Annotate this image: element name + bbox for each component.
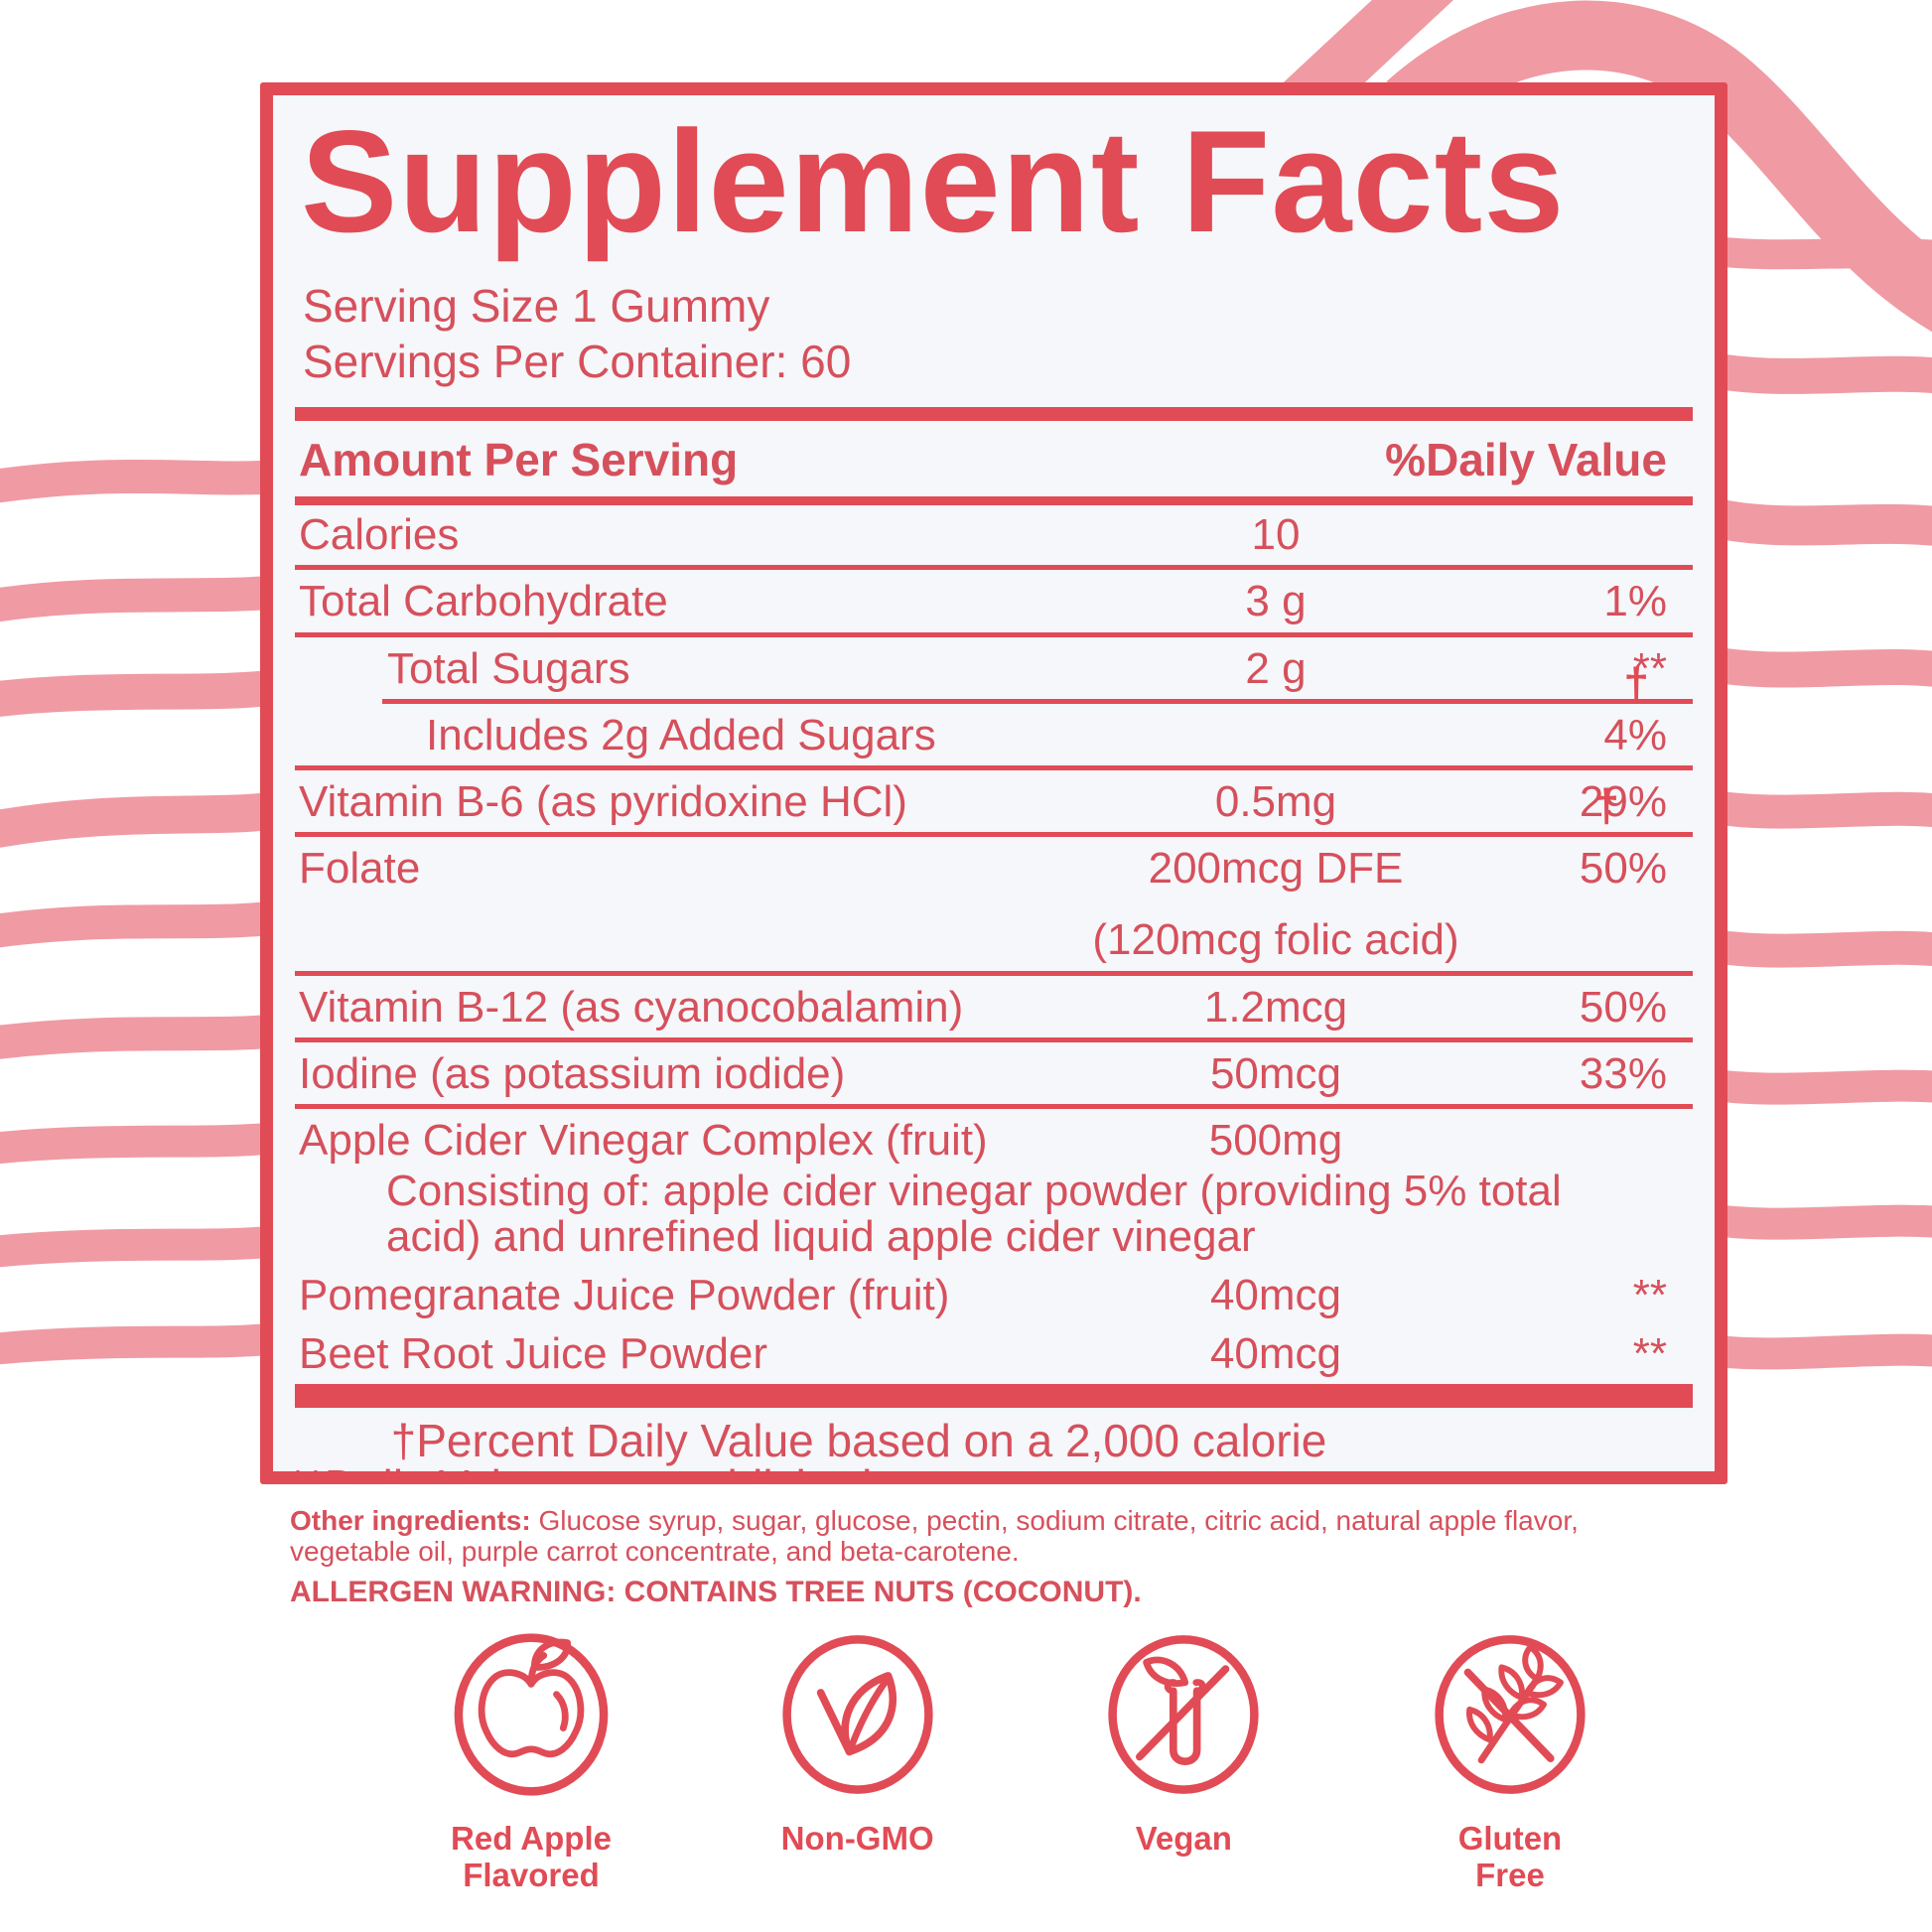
row-divider <box>295 764 1693 770</box>
nutrition-table: Calories 10 Total Carbohydrate 3 g 1% Total S… <box>295 505 1693 1382</box>
allergen-warning: ALLERGEN WARNING: CONTAINS TREE NUTS (CO… <box>290 1575 1142 1608</box>
table-row: Pomegranate Juice Powder (fruit) 40mcg ** <box>295 1266 1693 1323</box>
row-amount: 500mg <box>1208 1115 1343 1165</box>
leaf-check-icon <box>782 1635 933 1794</box>
row-name: Vitamin B-6 (as pyridoxine HCl) <box>299 776 907 826</box>
row-name: Total Carbohydrate <box>299 577 668 626</box>
row-amount: 3 g <box>1245 577 1307 626</box>
badge-label: Red Apple Flavored <box>451 1820 612 1894</box>
badge-label: Gluten Free <box>1457 1820 1563 1894</box>
supplement-facts-panel: Supplement Facts Serving Size 1 Gummy Se… <box>260 82 1727 1484</box>
row-daily-value: 50% <box>1579 844 1667 894</box>
table-row: Folate 200mcg DFE (120mcg folic acid) 50% <box>295 839 1693 968</box>
divider-thick <box>295 407 1693 422</box>
row-name: Apple Cider Vinegar Complex (fruit) <box>299 1115 988 1165</box>
row-daily-value: 33% <box>1579 1048 1667 1098</box>
badge-label-line2: Free <box>1475 1856 1545 1893</box>
row-name: Beet Root Juice Powder <box>299 1328 768 1378</box>
table-row: Calories 10 <box>295 505 1693 563</box>
footnote-diet: diet. <box>273 1479 1445 1484</box>
row-amount: 200mcg DFE (120mcg folic acid) <box>1057 845 1494 965</box>
row-divider <box>295 565 1693 571</box>
badge-label-line2: Flavored <box>463 1856 600 1893</box>
row-amount: 10 <box>1251 510 1301 560</box>
badge-label: Non-GMO <box>780 1820 934 1858</box>
divider-medium <box>295 496 1693 506</box>
dagger-symbol: † <box>1623 657 1649 710</box>
servings-per-container: Servings Per Container: 60 <box>303 336 852 388</box>
badge-red-apple-flavored: Red Apple Flavored <box>397 1624 665 1894</box>
other-ingredients-label: Other ingredients: <box>290 1505 531 1536</box>
row-amount: 40mcg <box>1209 1328 1342 1378</box>
row-daily-value: 29% † <box>1579 776 1667 831</box>
badge-label-line1: Gluten <box>1457 1820 1563 1857</box>
no-animal-testing-icon <box>1108 1635 1259 1794</box>
row-subtext: Consisting of: apple cider vinegar powde… <box>386 1167 1562 1262</box>
row-divider <box>295 1103 1693 1109</box>
page-title: Supplement Facts <box>301 100 1566 262</box>
fine-print-block: Other ingredients: Glucose syrup, sugar,… <box>290 1505 1625 1609</box>
badge-gluten-free: Gluten Free <box>1376 1624 1644 1894</box>
row-name: Total Sugars <box>387 643 630 693</box>
table-row: Includes 2g Added Sugars 4% <box>295 706 1693 763</box>
badge-non-gmo: Non-GMO <box>724 1624 992 1894</box>
table-row: Vitamin B-6 (as pyridoxine HCl) 0.5mg 29% † <box>295 772 1693 830</box>
row-divider <box>295 631 1693 637</box>
serving-info: Serving Size 1 Gummy Servings Per Contai… <box>303 278 1715 389</box>
table-row: Total Sugars 2 g ** † <box>295 639 1693 710</box>
badge-vegan: Vegan <box>1049 1624 1317 1894</box>
footnote-line1: †Percent Daily Value based on a 2,000 ca… <box>390 1414 1327 1466</box>
table-header-row: Amount Per Serving %Daily Value <box>295 421 1693 496</box>
row-name: Folate <box>299 844 421 894</box>
divider-heavy <box>295 1383 1693 1408</box>
row-daily-value: 4% <box>1603 710 1667 759</box>
row-divider <box>295 1036 1693 1042</box>
column-header-daily-value: %Daily Value <box>1385 434 1667 486</box>
table-row: Beet Root Juice Powder 40mcg ** <box>295 1324 1693 1382</box>
row-amount: 2 g <box>1245 643 1307 693</box>
row-daily-value: ** <box>1632 1271 1667 1320</box>
column-header-amount: Amount Per Serving <box>299 434 739 486</box>
row-name: Iodine (as potassium iodide) <box>299 1048 846 1098</box>
badge-label-line1: Red Apple <box>451 1820 612 1857</box>
badge-label-line1: Vegan <box>1135 1820 1232 1857</box>
badge-label: Vegan <box>1135 1820 1232 1858</box>
table-row: Apple Cider Vinegar Complex (fruit) 500mg <box>295 1111 1693 1169</box>
table-row: Total Carbohydrate 3 g 1% <box>295 572 1693 629</box>
row-divider <box>382 698 1693 704</box>
row-name: Includes 2g Added Sugars <box>426 710 936 759</box>
row-amount: 50mcg <box>1209 1048 1342 1098</box>
serving-size: Serving Size 1 Gummy <box>303 280 770 332</box>
row-daily-value: ** <box>1632 1328 1667 1378</box>
table-row: Iodine (as potassium iodide) 50mcg 33% <box>295 1044 1693 1102</box>
row-daily-value: ** † <box>1623 643 1667 710</box>
row-divider <box>295 970 1693 976</box>
dagger-symbol: † <box>1593 778 1619 831</box>
badge-label-line1: Non-GMO <box>780 1820 934 1857</box>
footnote-block: †Percent Daily Value based on a 2,000 ca… <box>273 1414 1445 1484</box>
row-divider <box>295 832 1693 838</box>
no-wheat-icon <box>1435 1635 1586 1794</box>
apple-icon <box>454 1633 609 1796</box>
row-daily-value: 50% <box>1579 982 1667 1032</box>
row-name: Calories <box>299 510 460 560</box>
row-amount-secondary: (120mcg folic acid) <box>1092 915 1459 965</box>
other-ingredients: Other ingredients: Glucose syrup, sugar,… <box>290 1505 1625 1568</box>
other-ingredients-text: Glucose syrup, sugar, glucose, pectin, s… <box>290 1505 1579 1568</box>
badge-row: Red Apple Flavored Non-GMO Vegan <box>397 1624 1644 1894</box>
table-row: Vitamin B-12 (as cyanocobalamin) 1.2mcg 50… <box>295 978 1693 1035</box>
footnote-line2: **Daily Value not established. <box>289 1459 885 1471</box>
row-daily-value: 1% <box>1603 577 1667 626</box>
row-amount: 40mcg <box>1209 1271 1342 1320</box>
row-amount: 1.2mcg <box>1203 982 1348 1032</box>
row-name: Pomegranate Juice Powder (fruit) <box>299 1271 950 1320</box>
row-name: Vitamin B-12 (as cyanocobalamin) <box>299 982 964 1032</box>
row-amount: 0.5mg <box>1214 776 1337 826</box>
